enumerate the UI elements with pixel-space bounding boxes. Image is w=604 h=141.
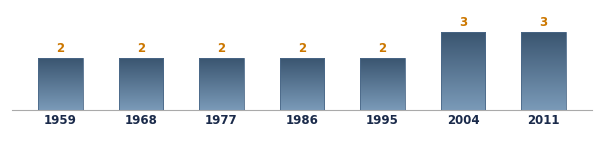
Text: 2: 2: [217, 42, 225, 55]
Bar: [441, 32, 485, 110]
Text: 2: 2: [56, 42, 65, 55]
Bar: [280, 58, 324, 110]
Bar: [361, 58, 405, 110]
Bar: [521, 32, 566, 110]
Text: 3: 3: [459, 16, 467, 29]
Bar: [199, 58, 243, 110]
Text: 2: 2: [298, 42, 306, 55]
Bar: [38, 58, 83, 110]
Bar: [119, 58, 163, 110]
Text: 2: 2: [137, 42, 145, 55]
Text: 3: 3: [539, 16, 548, 29]
Text: 2: 2: [379, 42, 387, 55]
